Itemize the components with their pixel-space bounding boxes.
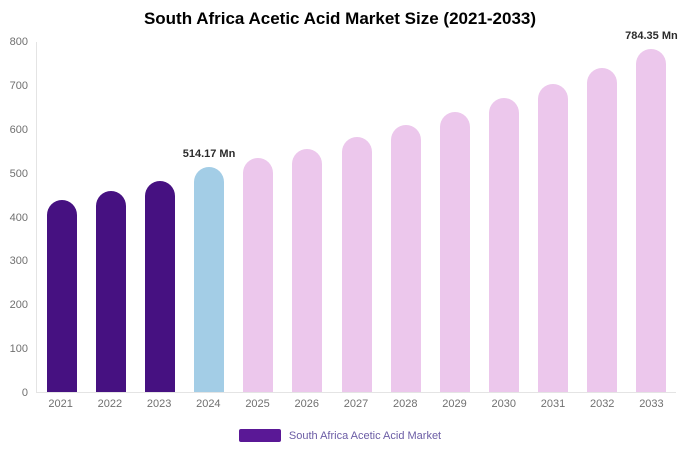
bar-slot-2022 xyxy=(86,42,135,392)
bar-slot-2032 xyxy=(578,42,627,392)
bar-slot-2030 xyxy=(479,42,528,392)
legend-label: South Africa Acetic Acid Market xyxy=(288,429,442,442)
y-axis: 0 100 200 300 400 500 600 700 800 xyxy=(0,36,30,399)
bar-slot-2025 xyxy=(234,42,283,392)
y-tick-label: 700 xyxy=(9,79,28,92)
bar-2032 xyxy=(587,67,618,392)
x-tick-label-2026: 2026 xyxy=(294,398,320,410)
plot-area: 514.17 Mn 784.35 Mn xyxy=(36,30,678,393)
x-tick-label-2025: 2025 xyxy=(245,398,270,410)
y-tick-label: 600 xyxy=(9,123,28,136)
y-tick-label: 0 xyxy=(21,387,28,399)
x-tick-label-2032: 2032 xyxy=(589,398,615,410)
bar-2023 xyxy=(144,181,175,392)
x-tick-label-2028: 2028 xyxy=(393,398,418,410)
chart-title: South Africa Acetic Acid Market Size (20… xyxy=(143,9,537,28)
bar-slot-2027 xyxy=(332,42,381,392)
bar-2028 xyxy=(390,125,421,392)
legend-swatch xyxy=(238,429,281,442)
y-tick-label: 800 xyxy=(9,36,28,48)
data-label-2024: 514.17 Mn xyxy=(182,148,236,161)
x-tick-label-2029: 2029 xyxy=(442,398,467,410)
bar-slot-2028 xyxy=(381,42,430,392)
bar-slot-2033 xyxy=(627,42,676,392)
y-tick-label: 300 xyxy=(9,255,28,268)
bar-2031 xyxy=(538,83,569,392)
y-tick-label: 100 xyxy=(9,343,28,356)
data-label-2033: 784.35 Mn xyxy=(625,29,678,42)
bar-slot-2023 xyxy=(135,42,184,392)
x-tick-label-2027: 2027 xyxy=(343,398,369,410)
y-tick-label: 500 xyxy=(9,167,28,180)
x-tick-label-2024: 2024 xyxy=(196,398,221,410)
x-tick-label-2033: 2033 xyxy=(639,398,664,410)
bar-2029 xyxy=(439,111,470,392)
x-tick-label-2021: 2021 xyxy=(48,398,73,410)
y-tick-label: 200 xyxy=(9,299,28,312)
x-tick-label-2022: 2022 xyxy=(97,398,123,410)
legend: South Africa Acetic Acid Market xyxy=(0,429,680,442)
bar-2026 xyxy=(292,148,323,392)
x-tick-label-2031: 2031 xyxy=(540,398,566,410)
y-tick-label: 400 xyxy=(9,211,28,224)
bar-slot-2031 xyxy=(529,42,578,392)
x-axis-labels: 2021 2022 2023 2024 2025 2026 2027 2028 2029 2030… xyxy=(36,398,676,414)
bar-2021 xyxy=(46,200,77,392)
x-tick-label-2023: 2023 xyxy=(146,398,172,410)
bar-slot-2021 xyxy=(37,42,86,392)
x-tick-label-2030: 2030 xyxy=(491,398,516,410)
bar-2025 xyxy=(243,158,274,392)
bar-2022 xyxy=(95,190,126,392)
bar-slot-2026 xyxy=(283,42,332,392)
bar-slot-2024 xyxy=(184,42,233,392)
bar-series xyxy=(37,42,676,392)
bar-2027 xyxy=(341,136,372,392)
bar-2033 xyxy=(636,48,667,392)
bar-2024 xyxy=(194,167,225,392)
bar-slot-2029 xyxy=(430,42,479,392)
bar-2030 xyxy=(488,98,519,392)
